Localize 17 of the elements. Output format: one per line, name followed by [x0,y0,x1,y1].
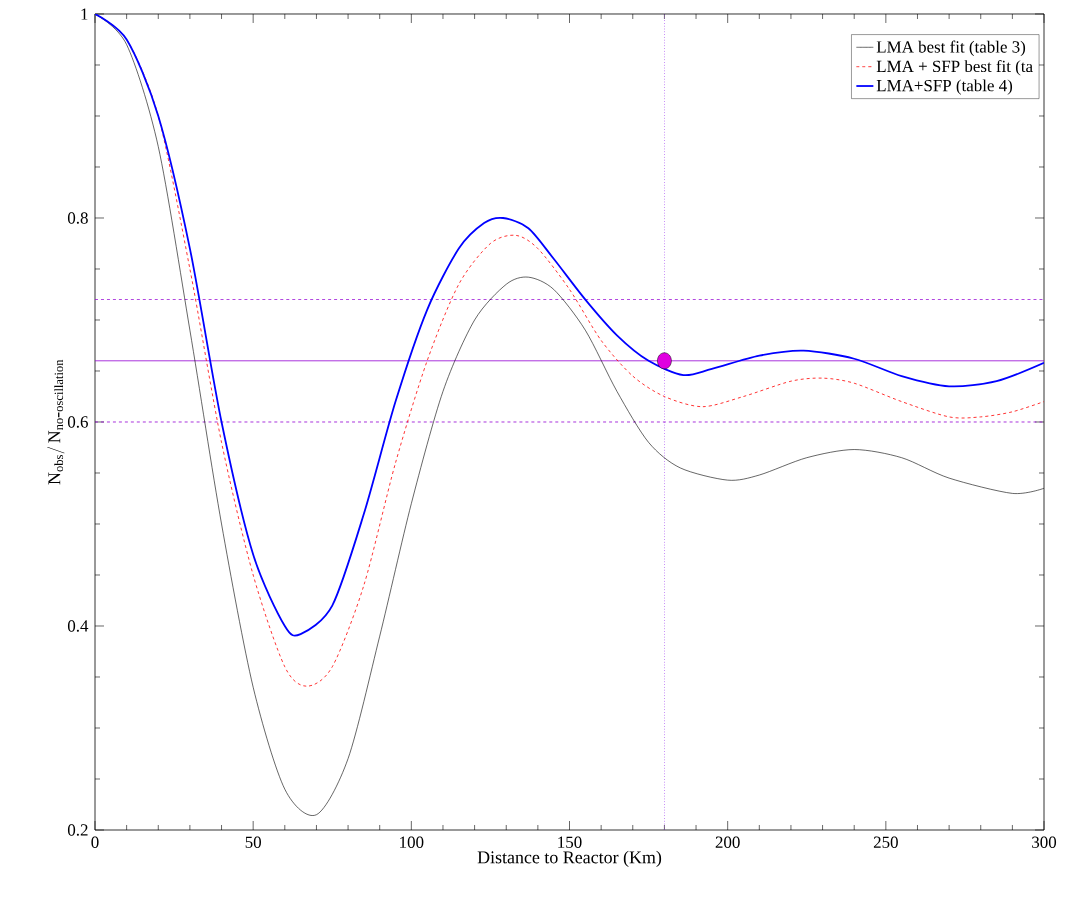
legend-label: LMA+SFP (table 4) [876,79,1013,95]
x-axis-title: Distance to Reactor (Km) [477,850,662,868]
x-tick-label: 150 [558,836,582,848]
x-tick-label: 300 [1032,836,1057,848]
legend-label: LMA + SFP best fit (ta [876,59,1033,76]
y-tick-label: 0.6 [67,416,88,428]
y-tick-label: 0.4 [67,620,89,632]
y-tick-label: 0.8 [67,212,88,224]
legend-label: LMA best fit (table 3) [876,40,1026,57]
x-tick-label: 50 [245,836,261,848]
y-tick-label: 0.2 [67,824,88,836]
x-tick-label: 0 [91,836,99,848]
x-tick-label: 250 [873,836,898,848]
y-tick-label: 1 [81,8,88,20]
x-tick-label: 200 [715,836,740,848]
y-axis-title: $\mathrm{N}_{\mathrm{obs}}/\, \mathrm{N}_{\mathrm{no\mbox{-}oscillation}}$ [47,359,65,485]
x-tick-label: 100 [400,836,424,848]
